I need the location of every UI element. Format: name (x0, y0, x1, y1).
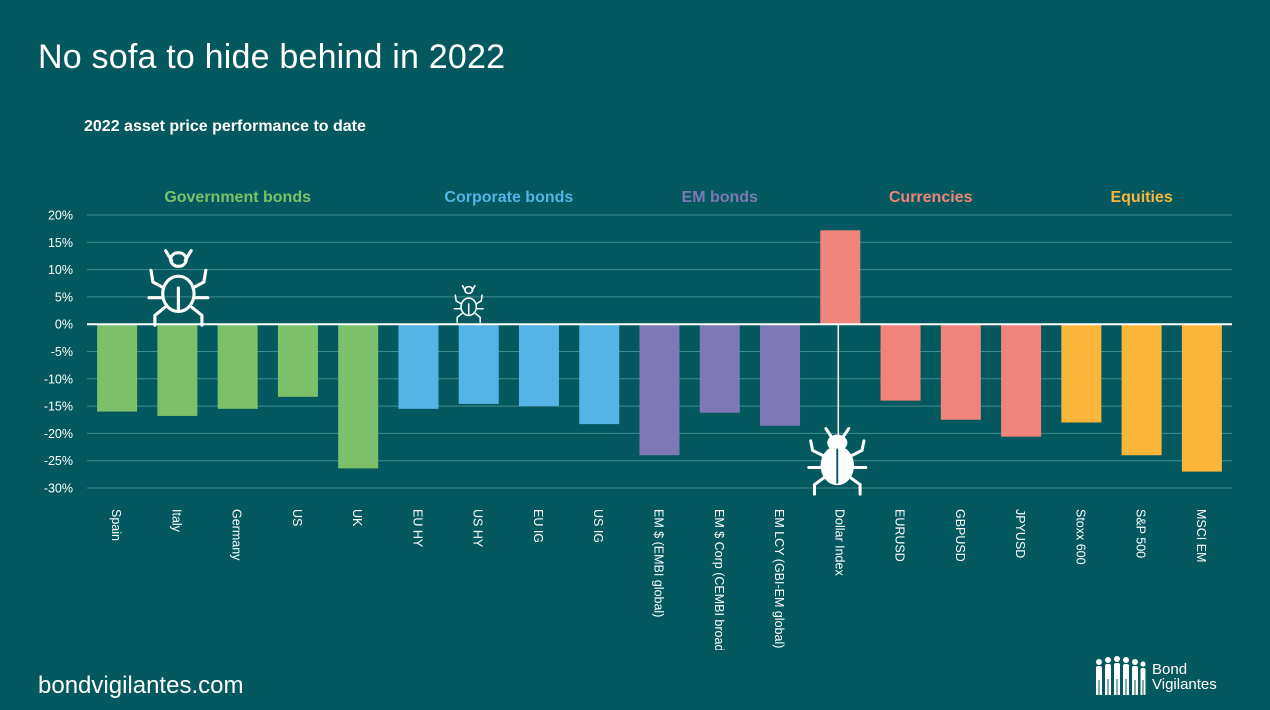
y-tick-label: -25% (44, 454, 73, 468)
bar (338, 324, 379, 469)
x-tick-label: GBPUSD (953, 509, 967, 562)
slide-title: No sofa to hide behind in 2022 (38, 38, 506, 76)
group-header: EM bonds (682, 189, 759, 206)
group-header: Corporate bonds (444, 189, 573, 206)
x-tick-label: EU HY (410, 509, 424, 548)
x-tick-label: EU IG (531, 509, 545, 543)
bar (1001, 324, 1042, 437)
bar (458, 324, 499, 404)
bar (97, 324, 138, 412)
x-tick-label: Dollar Index (832, 509, 846, 576)
y-tick-label: 20% (48, 209, 73, 223)
x-tick-label: EM $ Corp (CEMBI broad) (712, 509, 726, 650)
x-tick-label: EM LCY (GBI-EM global) (772, 509, 786, 648)
x-tick-label: US HY (471, 509, 485, 548)
group-header: Currencies (889, 189, 973, 206)
x-tick-label: Italy (169, 509, 183, 533)
bar (760, 324, 801, 426)
brand-line1: Bond (1152, 661, 1188, 678)
group-header: Equities (1110, 189, 1172, 206)
x-tick-label: Stoxx 600 (1073, 509, 1087, 565)
y-tick-label: 10% (48, 263, 73, 277)
x-tick-label: S&P 500 (1134, 509, 1148, 558)
bug-outline-icon (147, 249, 210, 327)
x-tick-label: EM $ (EMBI global) (652, 509, 666, 617)
bar (217, 324, 258, 409)
x-tick-label: Germany (230, 509, 244, 561)
y-tick-label: 0% (55, 318, 73, 332)
y-tick-label: -20% (44, 427, 73, 441)
x-tick-label: EURUSD (893, 509, 907, 562)
chart-title: 2022 asset price performance to date (84, 118, 366, 135)
bar (277, 324, 318, 397)
bar (398, 324, 439, 409)
bar (639, 324, 680, 456)
bar (579, 324, 620, 425)
y-tick-label: 5% (55, 290, 73, 304)
bug-outline-icon (453, 284, 484, 323)
x-tick-label: MSCI EM (1194, 509, 1208, 562)
bar (157, 324, 198, 416)
y-tick-label: -15% (44, 400, 73, 414)
bar (940, 324, 981, 420)
y-tick-label: -30% (44, 482, 73, 496)
brand-line2: Vigilantes (1152, 676, 1217, 693)
y-tick-label: -10% (44, 372, 73, 386)
bar (1121, 324, 1162, 456)
bug-solid-icon (807, 427, 868, 496)
group-header: Government bonds (164, 189, 311, 206)
bar (880, 324, 921, 401)
people-logo-icon (1096, 656, 1146, 695)
bar (699, 324, 740, 413)
bar (1061, 324, 1102, 423)
x-tick-label: Spain (109, 509, 123, 541)
y-tick-label: -5% (51, 345, 73, 359)
y-tick-label: 15% (48, 236, 73, 250)
bar (820, 230, 861, 325)
brand-logo: Bond Vigilantes (1094, 654, 1244, 700)
x-tick-label: US IG (591, 509, 605, 543)
footer-url[interactable]: bondvigilantes.com (38, 672, 244, 699)
x-tick-label: JPYUSD (1013, 509, 1027, 558)
bar-chart: 20% 15% 10% 5% 0% -5% -10% -15% -20% -25% -30% Spai… (44, 189, 1232, 650)
x-tick-label: US (290, 509, 304, 526)
x-tick-label: UK (350, 509, 364, 527)
bar (1181, 324, 1222, 472)
bar (518, 324, 559, 407)
